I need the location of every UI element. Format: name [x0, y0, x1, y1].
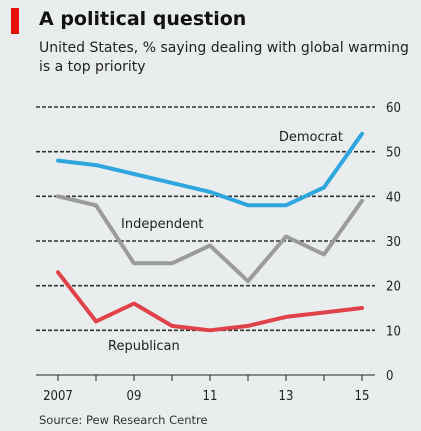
series-labels: Democrat Independent Republican [108, 130, 343, 354]
y-tick-label: 50 [386, 146, 401, 161]
grid-lines [36, 106, 375, 376]
series-label-democrat: Democrat [279, 130, 343, 145]
series-line-independent [56, 194, 364, 284]
x-axis: 2007 09 11 13 15 [43, 375, 369, 404]
x-tick-label: 11 [203, 389, 218, 404]
series-label-republican: Republican [108, 339, 180, 354]
chart-title: A political question [39, 8, 247, 30]
series-line-democrat [56, 131, 364, 208]
series-label-independent: Independent [121, 217, 203, 232]
y-axis-ticks: 0 10 20 30 40 50 60 [386, 101, 401, 384]
y-tick-label: 40 [386, 190, 401, 205]
x-tick-label: 09 [127, 389, 142, 404]
x-tick-label: 2007 [43, 389, 73, 404]
y-tick-label: 10 [386, 324, 401, 339]
y-tick-label: 30 [386, 235, 401, 250]
y-tick-label: 20 [386, 280, 401, 295]
x-tick-label: 13 [279, 389, 294, 404]
y-tick-label: 60 [386, 101, 401, 116]
source-note: Source: Pew Research Centre [39, 413, 208, 427]
accent-bar [11, 8, 19, 34]
y-tick-label: 0 [386, 369, 393, 384]
series-line-republican [56, 270, 364, 333]
chart-subtitle: United States, % saying dealing with glo… [39, 40, 409, 75]
x-tick-label: 15 [355, 389, 370, 404]
series-lines [56, 131, 364, 333]
